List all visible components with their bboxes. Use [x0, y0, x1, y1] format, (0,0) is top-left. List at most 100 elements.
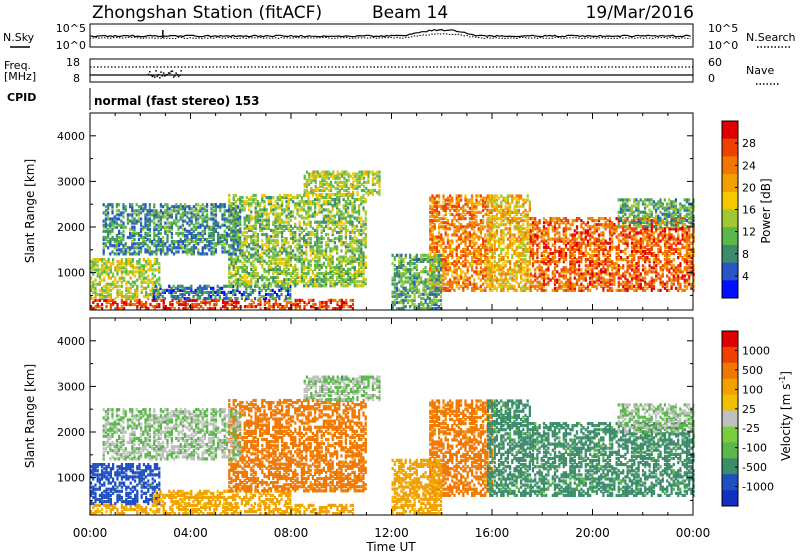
power-cell — [342, 204, 345, 208]
power-cell — [327, 202, 330, 206]
power-cell — [120, 262, 123, 266]
power-cell — [526, 219, 529, 223]
power-cell — [113, 240, 116, 244]
power-cell — [353, 204, 356, 208]
power-cell — [252, 259, 255, 263]
power-cell — [114, 278, 117, 282]
power-cell — [511, 243, 514, 247]
power-cell — [314, 253, 317, 257]
power-cell — [241, 255, 244, 259]
power-cell — [358, 216, 361, 220]
power-cell — [173, 205, 176, 209]
power-cell — [316, 230, 319, 235]
power-cell — [225, 209, 228, 213]
power-cell — [223, 290, 226, 294]
power-cell — [342, 222, 345, 226]
power-cell — [475, 221, 478, 225]
power-cell — [107, 276, 110, 280]
power-cell — [151, 219, 154, 223]
power-cell — [529, 274, 532, 278]
power-cell — [256, 202, 259, 206]
power-cell — [282, 286, 285, 290]
power-cell — [440, 204, 443, 208]
power-cell — [327, 176, 330, 180]
power-cell — [107, 246, 110, 250]
power-cell — [524, 253, 527, 258]
power-cell — [446, 264, 449, 268]
power-cell — [484, 249, 487, 253]
power-cell — [431, 237, 434, 241]
power-cell — [540, 270, 543, 274]
power-cell — [98, 305, 101, 309]
power-cell — [206, 300, 209, 305]
power-cell — [294, 202, 297, 206]
power-cell — [344, 263, 347, 267]
power-cell — [129, 286, 132, 290]
power-cell — [284, 288, 287, 292]
power-cell — [305, 202, 308, 206]
power-cell — [358, 271, 361, 276]
power-cell — [360, 188, 363, 193]
power-cell — [162, 242, 165, 246]
power-cell — [285, 302, 288, 307]
power-cell — [207, 295, 210, 299]
power-cell — [274, 241, 277, 245]
power-cell — [250, 261, 253, 265]
power-cell — [520, 231, 523, 235]
power-cell — [199, 288, 202, 292]
power-cell — [235, 302, 238, 307]
power-cell — [148, 217, 151, 221]
power-cell — [500, 200, 503, 204]
power-cell — [168, 213, 171, 217]
power-cell — [526, 229, 529, 233]
power-cell — [305, 274, 308, 278]
power-cell — [287, 292, 290, 297]
power-cell — [125, 295, 128, 299]
power-cell — [101, 307, 104, 311]
power-cell — [208, 244, 211, 248]
power-cell — [241, 249, 244, 253]
power-cell — [444, 268, 447, 272]
power-cell — [149, 262, 152, 266]
power-cell — [435, 194, 438, 198]
power-cell — [491, 214, 494, 219]
power-cell — [177, 233, 180, 237]
power-cell — [500, 219, 503, 223]
power-cell — [517, 227, 520, 231]
power-cell — [364, 198, 367, 202]
power-cell — [227, 290, 230, 294]
power-cell — [162, 235, 165, 240]
power-cell — [126, 217, 129, 221]
power-cell — [107, 207, 110, 211]
power-cell — [449, 266, 452, 270]
power-cell — [232, 219, 235, 223]
power-cell — [157, 237, 160, 242]
power-cell — [322, 196, 325, 200]
power-cell — [464, 262, 467, 266]
power-cell — [460, 272, 463, 276]
power-cell — [124, 252, 127, 256]
power-cell — [358, 170, 361, 174]
power-cell — [252, 226, 255, 230]
power-cell — [435, 208, 438, 212]
power-cell — [203, 217, 206, 221]
power-cell — [431, 194, 434, 198]
power-cell — [320, 265, 323, 269]
power-cell — [451, 280, 454, 284]
power-cell — [101, 288, 104, 292]
power-cell — [340, 216, 343, 220]
power-cell — [168, 288, 171, 292]
power-cell — [347, 271, 350, 276]
power-cell — [270, 255, 273, 259]
power-cell — [256, 212, 259, 216]
power-cell — [322, 220, 325, 224]
power-cell — [540, 260, 543, 264]
power-cell — [245, 235, 248, 239]
power-cell — [305, 180, 308, 184]
power-cell — [166, 248, 169, 252]
power-cell — [489, 272, 492, 276]
power-cell — [300, 276, 303, 280]
power-cell — [498, 223, 501, 227]
power-cell — [495, 288, 498, 292]
power-cell — [259, 214, 262, 218]
